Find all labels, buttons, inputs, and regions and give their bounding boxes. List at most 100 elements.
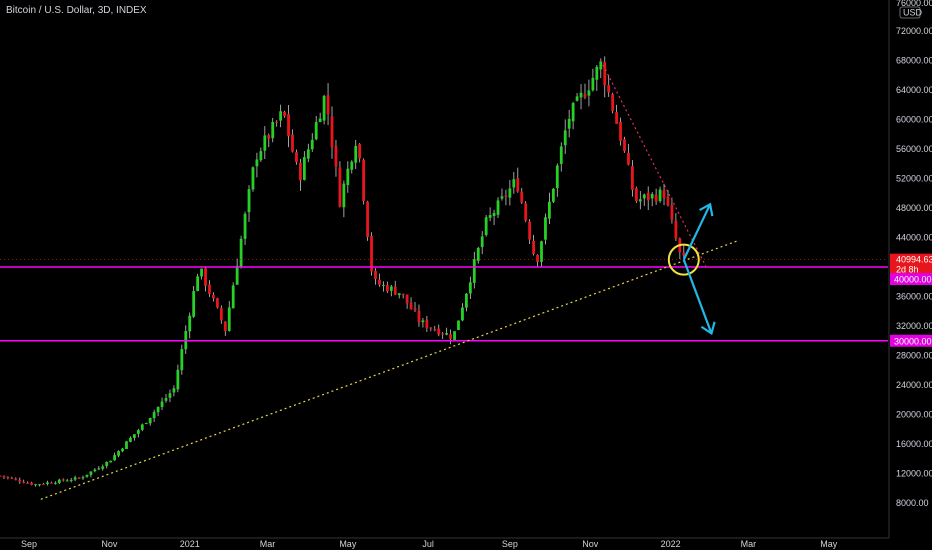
candle-body [318, 118, 322, 123]
candle-body [540, 241, 543, 262]
candle-body [259, 151, 263, 161]
candle [638, 191, 642, 210]
candle [464, 292, 468, 312]
candle-body [65, 480, 69, 482]
candle-body [484, 217, 488, 236]
candle [413, 301, 417, 312]
candle [152, 409, 156, 422]
candle-body [30, 482, 34, 485]
candle [243, 211, 247, 245]
candle-body [405, 294, 409, 304]
candle-body [512, 179, 516, 188]
candle-body [144, 422, 148, 424]
candle-body [298, 162, 302, 181]
candle [275, 120, 279, 127]
candle [156, 406, 160, 417]
candle-body [326, 95, 330, 115]
candle-body [627, 152, 630, 165]
candle [117, 450, 120, 458]
resistance-trendline [600, 60, 707, 268]
candle [148, 417, 152, 426]
candle [528, 219, 532, 245]
candle-body [251, 167, 255, 190]
candle [678, 237, 682, 260]
time-axis[interactable]: Sep Nov 2021 Mar May Jul Sep Nov 2022 Mar May [21, 539, 838, 549]
currency-button[interactable]: USD [899, 6, 923, 19]
candle-body [666, 197, 670, 206]
candle [536, 254, 539, 267]
candle-body [89, 471, 93, 475]
y-tick-label: 32000.00 [896, 321, 932, 331]
support-trendline [40, 240, 737, 500]
candle [298, 158, 302, 191]
candle [670, 197, 674, 224]
candle-body [113, 455, 117, 461]
candle-body [338, 167, 342, 207]
candle [259, 147, 263, 162]
candle [409, 297, 413, 310]
candle [362, 158, 366, 205]
candle-body [42, 483, 45, 485]
arrow-down-head [700, 321, 716, 336]
candle [500, 188, 504, 201]
x-tick-label: Mar [741, 539, 757, 549]
level-price-tag [890, 334, 932, 347]
candle-body [97, 468, 101, 470]
candle [10, 476, 14, 479]
candle [591, 68, 595, 92]
candle [291, 129, 294, 153]
candle [302, 151, 306, 181]
candle-body [231, 285, 235, 309]
candle-body [180, 349, 184, 371]
candle [38, 484, 41, 487]
candle [334, 139, 338, 177]
candle-body [46, 482, 49, 485]
candle [34, 483, 37, 487]
candle-body [389, 286, 393, 291]
candle-body [366, 201, 369, 238]
candle-body [381, 284, 385, 286]
candle-body [18, 479, 22, 482]
y-tick-label: 56000.00 [896, 144, 932, 154]
x-tick-label: Mar [260, 539, 276, 549]
candle-body [14, 478, 18, 480]
price-axis[interactable]: 8000.00 12000.00 16000.00 20000.00 24000.00 2… [896, 0, 932, 508]
candle-body [109, 460, 113, 463]
candle [188, 312, 192, 339]
x-tick-label: Jul [422, 539, 434, 549]
candle [520, 187, 524, 205]
candle [634, 186, 638, 204]
highlight-circle [667, 243, 700, 276]
candle-body [267, 135, 271, 139]
annotations-layer [667, 202, 716, 336]
candle-body [555, 165, 559, 189]
candle [532, 234, 535, 256]
candle [457, 320, 460, 331]
candle [121, 447, 124, 453]
chart-title: Bitcoin / U.S. Dollar, 3D, INDEX [6, 5, 147, 16]
candle [417, 304, 421, 327]
candle [619, 117, 622, 146]
arrow-up-shaft [682, 203, 712, 261]
candle [512, 171, 516, 194]
candle [295, 149, 298, 165]
candle [42, 482, 45, 485]
candle-body [532, 240, 535, 254]
candle-body [196, 276, 200, 292]
candle-body [164, 398, 168, 401]
y-tick-label: 64000.00 [896, 85, 932, 95]
candle-body [595, 66, 599, 80]
candle [46, 480, 49, 486]
candle [674, 213, 678, 242]
candle [666, 190, 670, 207]
candle [208, 280, 211, 297]
candle [164, 394, 168, 403]
candle [551, 188, 555, 204]
candle-body [208, 284, 211, 294]
candle-body [263, 135, 267, 151]
candle [267, 133, 271, 148]
candle-body [670, 205, 674, 220]
candle [504, 189, 508, 206]
candle [97, 465, 101, 470]
